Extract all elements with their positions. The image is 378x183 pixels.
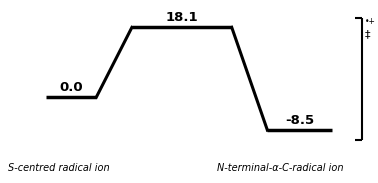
Text: N-terminal-α-C-radical ion: N-terminal-α-C-radical ion: [217, 163, 343, 173]
Text: •+: •+: [365, 17, 376, 26]
Text: 0.0: 0.0: [59, 81, 83, 94]
Text: S-centred radical ion: S-centred radical ion: [8, 163, 110, 173]
Text: -8.5: -8.5: [285, 114, 314, 127]
Text: ‡: ‡: [365, 30, 370, 40]
Text: 18.1: 18.1: [166, 11, 198, 24]
